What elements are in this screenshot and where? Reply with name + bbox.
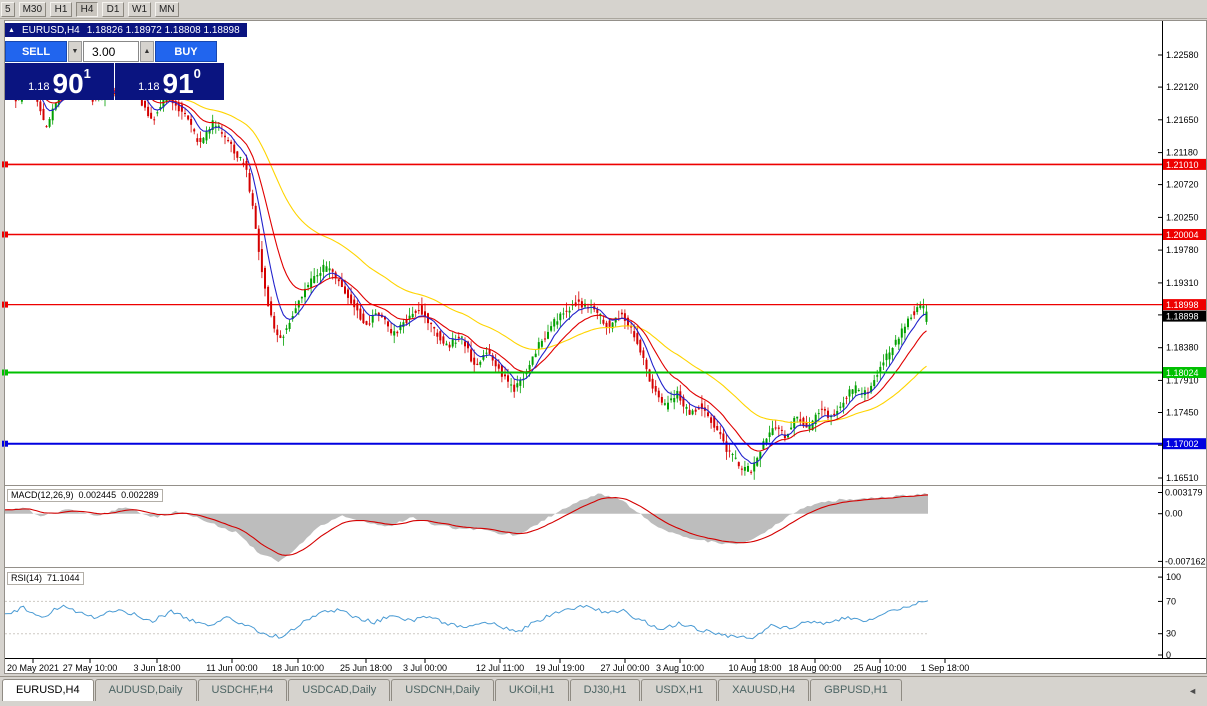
price-chart[interactable]: 1.22580 1.22120 1.21650 1.21180 1.20720 1.202… (0, 20, 1207, 674)
svg-text:1.16510: 1.16510 (1166, 473, 1199, 483)
tf-button-h4[interactable]: H4 (76, 1, 99, 17)
volume-input[interactable] (83, 41, 139, 62)
tab-usdchf-h4[interactable]: USDCHF,H4 (197, 679, 288, 701)
svg-text:10 Aug 18:00: 10 Aug 18:00 (728, 663, 781, 673)
svg-text:1.22580: 1.22580 (1166, 50, 1199, 60)
svg-text:3 Aug 10:00: 3 Aug 10:00 (656, 663, 704, 673)
chart-tabs-bar: EURUSD,H4 AUDUSD,Daily USDCHF,H4 USDCAD,… (0, 676, 1207, 706)
collapse-chart-icon[interactable]: ▲ (8, 26, 15, 34)
svg-text:1.21180: 1.21180 (1166, 148, 1198, 158)
svg-text:1.21650: 1.21650 (1166, 115, 1199, 125)
svg-text:1.17002: 1.17002 (1166, 439, 1199, 449)
sell-price-display[interactable]: 1.18 90 1 (5, 63, 114, 100)
sell-price-big-digits: 90 (52, 68, 84, 99)
tf-button-m30[interactable]: M30 (18, 1, 47, 17)
tf-button-d1[interactable]: D1 (102, 1, 125, 17)
rsi-name: RSI(14) (11, 573, 43, 583)
macd-name: MACD(12,26,9) (11, 490, 74, 500)
svg-text:18 Jun 10:00: 18 Jun 10:00 (272, 663, 324, 673)
svg-text:30: 30 (1166, 629, 1176, 639)
trade-controls-row: SELL ▼ ▲ BUY (5, 41, 226, 62)
svg-text:1.20720: 1.20720 (1166, 180, 1199, 190)
tf-button-w1[interactable]: W1 (128, 1, 152, 17)
svg-text:27 May 10:00: 27 May 10:00 (63, 663, 118, 673)
ma-line-7 (6, 84, 927, 464)
svg-text:12 Jul 11:00: 12 Jul 11:00 (476, 663, 524, 673)
tab-scroll-left-icon[interactable]: ◄ (1188, 686, 1197, 696)
svg-text:1.20250: 1.20250 (1166, 212, 1199, 222)
price-label-chip (1163, 229, 1206, 240)
buy-price-display[interactable]: 1.18 91 0 (115, 63, 224, 100)
svg-text:1.18024: 1.18024 (1166, 368, 1199, 378)
tab-usdcnh-daily[interactable]: USDCNH,Daily (391, 679, 494, 701)
tab-audusd-daily[interactable]: AUDUSD,Daily (94, 679, 197, 701)
svg-text:70: 70 (1166, 596, 1176, 606)
volume-increase-button[interactable]: ▲ (140, 41, 154, 62)
svg-text:1.19310: 1.19310 (1166, 278, 1199, 288)
tab-gbpusd-h1[interactable]: GBPUSD,H1 (810, 679, 902, 701)
tab-xauusd-h4[interactable]: XAUUSD,H4 (718, 679, 810, 701)
svg-text:25 Jun 18:00: 25 Jun 18:00 (340, 663, 392, 673)
tf-button-5[interactable]: 5 (1, 1, 15, 17)
buy-price-prefix: 1.18 (138, 81, 160, 93)
rsi-indicator-label: RSI(14) 71.1044 (7, 572, 84, 585)
sell-price-pip-digit: 1 (83, 66, 91, 81)
svg-text:1.17450: 1.17450 (1166, 407, 1199, 417)
price-label-chip (1163, 158, 1206, 170)
svg-text:1.22120: 1.22120 (1166, 82, 1199, 92)
tab-usdx-h1[interactable]: USDX,H1 (641, 679, 718, 701)
svg-text:0.003179: 0.003179 (1165, 487, 1203, 497)
svg-text:11 Jun 00:00: 11 Jun 00:00 (206, 663, 257, 673)
macd-signal-value: 0.002289 (121, 490, 159, 500)
svg-text:3 Jun 18:00: 3 Jun 18:00 (133, 663, 180, 673)
svg-text:1.17910: 1.17910 (1166, 375, 1199, 385)
rsi-value: 71.1044 (47, 573, 80, 583)
chart-ohlc-values: 1.18826 1.18972 1.18808 1.18898 (86, 24, 240, 36)
sell-button[interactable]: SELL (5, 41, 67, 62)
chart-title-bar: ▲ EURUSD,H4 1.18826 1.18972 1.18808 1.18… (5, 23, 247, 37)
trade-prices-row: 1.18 90 1 1.18 91 0 (5, 63, 226, 100)
sell-price-prefix: 1.18 (28, 81, 50, 93)
buy-price-pip-digit: 0 (193, 66, 201, 81)
macd-signal-line (4, 494, 929, 556)
svg-text:25 Aug 10:00: 25 Aug 10:00 (853, 663, 906, 673)
price-label-chip (1163, 310, 1206, 322)
svg-text:1.18380: 1.18380 (1166, 343, 1199, 353)
volume-decrease-button[interactable]: ▼ (68, 41, 82, 62)
svg-text:-0.007162: -0.007162 (1165, 556, 1206, 566)
svg-text:0.00: 0.00 (1165, 509, 1183, 519)
macd-indicator-label: MACD(12,26,9) 0.002445 0.002289 (7, 489, 163, 502)
tab-usdcad-daily[interactable]: USDCAD,Daily (288, 679, 391, 701)
tab-ukoil-h1[interactable]: UKOil,H1 (494, 679, 569, 701)
tf-button-mn[interactable]: MN (155, 1, 179, 17)
svg-text:20 May 2021: 20 May 2021 (7, 663, 59, 673)
svg-text:1.18898: 1.18898 (1166, 312, 1199, 322)
price-label-chip (1163, 438, 1206, 450)
svg-text:1 Sep 18:00: 1 Sep 18:00 (921, 663, 970, 673)
rsi-line (4, 600, 929, 640)
svg-text:1.21010: 1.21010 (1166, 160, 1199, 170)
chart-symbol-period: EURUSD,H4 (21, 24, 80, 36)
svg-text:100: 100 (1166, 572, 1181, 582)
buy-price-big-digits: 91 (162, 68, 194, 99)
tab-dj30-h1[interactable]: DJ30,H1 (569, 679, 641, 701)
svg-text:3 Jul 00:00: 3 Jul 00:00 (403, 663, 447, 673)
one-click-trading-panel: SELL ▼ ▲ BUY 1.18 90 1 1.18 91 0 (5, 41, 226, 100)
svg-text:1.18998: 1.18998 (1166, 300, 1199, 310)
svg-text:1.19780: 1.19780 (1166, 245, 1199, 255)
svg-text:1.20004: 1.20004 (1166, 230, 1199, 240)
macd-main-value: 0.002445 (78, 490, 117, 500)
svg-text:19 Jul 19:00: 19 Jul 19:00 (535, 663, 584, 673)
timeframe-toolbar: 5 M30 H1 H4 D1 W1 MN (0, 0, 1207, 19)
buy-button[interactable]: BUY (155, 41, 217, 62)
price-label-chip (1163, 367, 1206, 378)
tab-eurusd-h4[interactable]: EURUSD,H4 (2, 679, 94, 701)
svg-text:18 Aug 00:00: 18 Aug 00:00 (788, 663, 841, 673)
svg-text:0: 0 (1166, 650, 1171, 660)
price-label-chip (1163, 299, 1206, 311)
tf-button-h1[interactable]: H1 (50, 1, 73, 17)
svg-text:27 Jul 00:00: 27 Jul 00:00 (600, 663, 649, 673)
